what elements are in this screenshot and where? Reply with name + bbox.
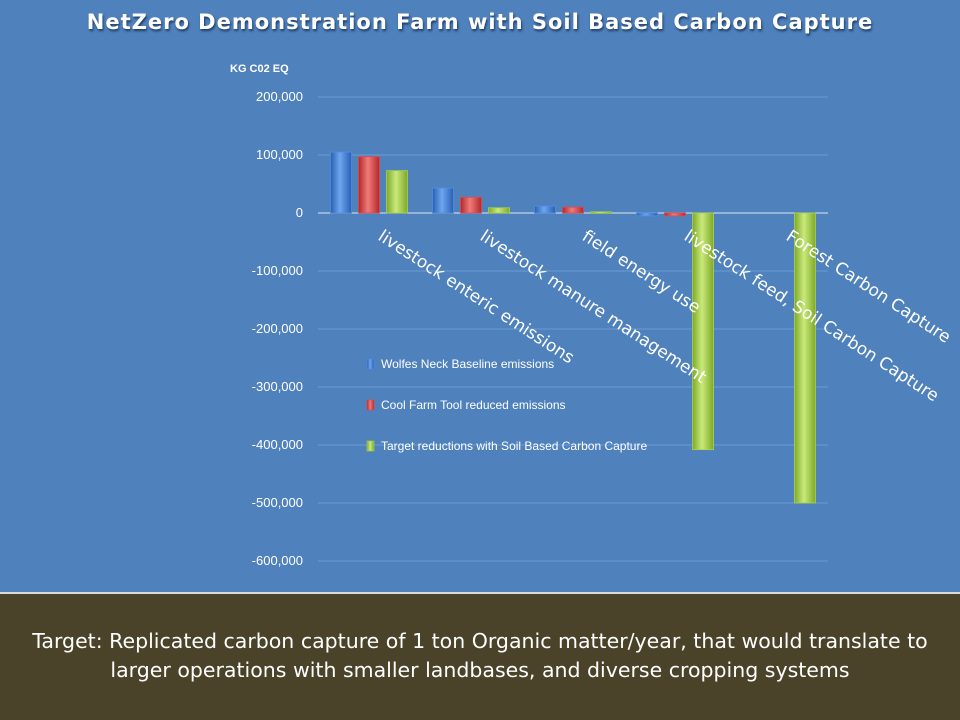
bar-1-2 [432, 187, 454, 214]
legend-label: Cool Farm Tool reduced emissions [381, 398, 566, 412]
chart-title: NetZero Demonstration Farm with Soil Bas… [86, 10, 874, 34]
bar-3-1 [386, 170, 408, 214]
legend-label: Wolfes Neck Baseline emissions [381, 357, 554, 371]
y-tick-label: -600,000 [252, 553, 303, 568]
caption-line-1: Target: Replicated carbon capture of 1 t… [32, 629, 928, 653]
bar-2-3 [562, 206, 584, 214]
gridlines [318, 96, 828, 562]
caption-line-2: larger operations with smaller landbases… [110, 658, 850, 682]
y-tick-label: -300,000 [252, 379, 303, 394]
bar-3-2 [488, 207, 510, 214]
category-label: livestock enteric emissions [374, 226, 578, 368]
legend-swatch [366, 440, 375, 452]
legend-swatch [366, 358, 375, 370]
caption-box: Target: Replicated carbon capture of 1 t… [0, 592, 960, 720]
bars [330, 151, 816, 504]
bar-3-4 [692, 212, 714, 451]
y-tick-label: -400,000 [252, 437, 303, 452]
y-axis-label: KG C02 EQ [230, 63, 289, 75]
bar-2-2 [460, 196, 482, 214]
bar-3-3 [590, 211, 612, 214]
y-tick-label: -200,000 [252, 321, 303, 336]
slide-title: NetZero Demonstration Farm with Soil Bas… [80, 6, 880, 38]
bar-2-1 [358, 156, 380, 214]
y-tick-label: 0 [296, 205, 303, 220]
y-axis-ticks: 200,000 100,000 0 -100,000 -200,000 -300,000 -… [252, 89, 303, 568]
chart: 200,000 100,000 0 -100,000 -200,000 -300,000 -… [230, 63, 954, 568]
bar-1-4 [636, 212, 658, 217]
legend-swatch [366, 399, 375, 411]
bar-1-1 [330, 151, 352, 214]
y-tick-label: 100,000 [256, 147, 303, 162]
bar-3-5 [794, 212, 816, 504]
y-tick-label: 200,000 [256, 89, 303, 104]
bar-1-3 [534, 205, 556, 214]
y-tick-label: -500,000 [252, 495, 303, 510]
legend: Wolfes Neck Baseline emissions Cool Farm … [366, 357, 647, 453]
legend-label: Target reductions with Soil Based Carbon… [381, 439, 647, 453]
bar-2-4 [664, 212, 686, 217]
y-tick-label: -100,000 [252, 263, 303, 278]
